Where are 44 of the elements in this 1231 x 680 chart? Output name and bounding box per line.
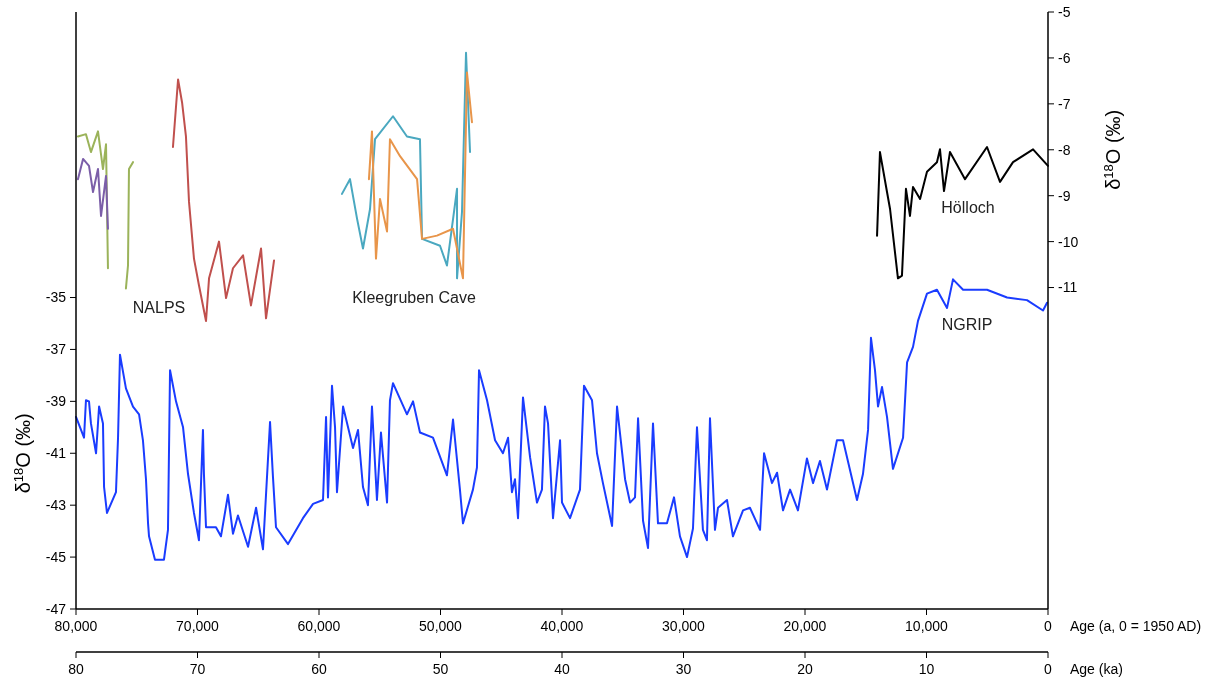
x2-tick-label: 40 — [554, 661, 570, 677]
line-series — [124, 161, 134, 290]
y-tick-label: -39 — [45, 393, 67, 410]
y2-tick-label: -6 — [1058, 49, 1071, 66]
line-series — [367, 71, 473, 280]
line-series — [75, 278, 1049, 561]
x-tick-label: 80,000 — [54, 618, 98, 634]
y-tick-label: -45 — [45, 548, 67, 565]
x-axis-title: Age (a, 0 = 1950 AD) — [1070, 618, 1202, 634]
x2-tick-label: 60 — [311, 661, 327, 677]
x2-tick-label: 80 — [68, 661, 84, 677]
x-tick-label: 60,000 — [297, 618, 341, 634]
x-tick-label: 10,000 — [905, 618, 949, 634]
x-tick-label: 30,000 — [662, 618, 706, 634]
y2-tick-label: -7 — [1058, 95, 1071, 112]
annotation: NGRIP — [941, 315, 993, 333]
x2-axis-title: Age (ka) — [1070, 661, 1123, 677]
x-tick-label: 40,000 — [540, 618, 584, 634]
y-tick-label: -43 — [45, 497, 67, 514]
y-tick-label: -37 — [45, 341, 67, 358]
x-tick-label: 20,000 — [783, 618, 827, 634]
y2-tick-label: -11 — [1058, 279, 1078, 296]
x2-tick-label: 50 — [432, 661, 449, 677]
line-series — [340, 51, 472, 280]
y-tick-label: -41 — [45, 445, 67, 462]
y-tick-label: -35 — [45, 289, 67, 306]
x-tick-label: 50,000 — [419, 618, 463, 634]
x2-tick-label: 0 — [1044, 661, 1053, 677]
x2-tick-label: 30 — [675, 661, 692, 677]
line-series — [76, 157, 109, 230]
annotation: NALPS — [132, 298, 186, 316]
x-tick-label: 70,000 — [176, 618, 220, 634]
y2-tick-label: -10 — [1058, 233, 1079, 250]
y2-tick-label: -5 — [1058, 3, 1071, 20]
y-tick-label: -47 — [45, 600, 67, 617]
y2-tick-label: -9 — [1058, 187, 1071, 204]
annotation: Kleegruben Cave — [352, 288, 476, 306]
x2-tick-label: 70 — [189, 661, 206, 677]
x2-tick-label: 10 — [918, 661, 935, 677]
y2-tick-label: -8 — [1058, 141, 1071, 158]
annotation: Hölloch — [941, 198, 995, 216]
line-series — [76, 130, 109, 270]
x-tick-label: 0 — [1044, 618, 1053, 634]
x2-tick-label: 20 — [797, 661, 813, 677]
